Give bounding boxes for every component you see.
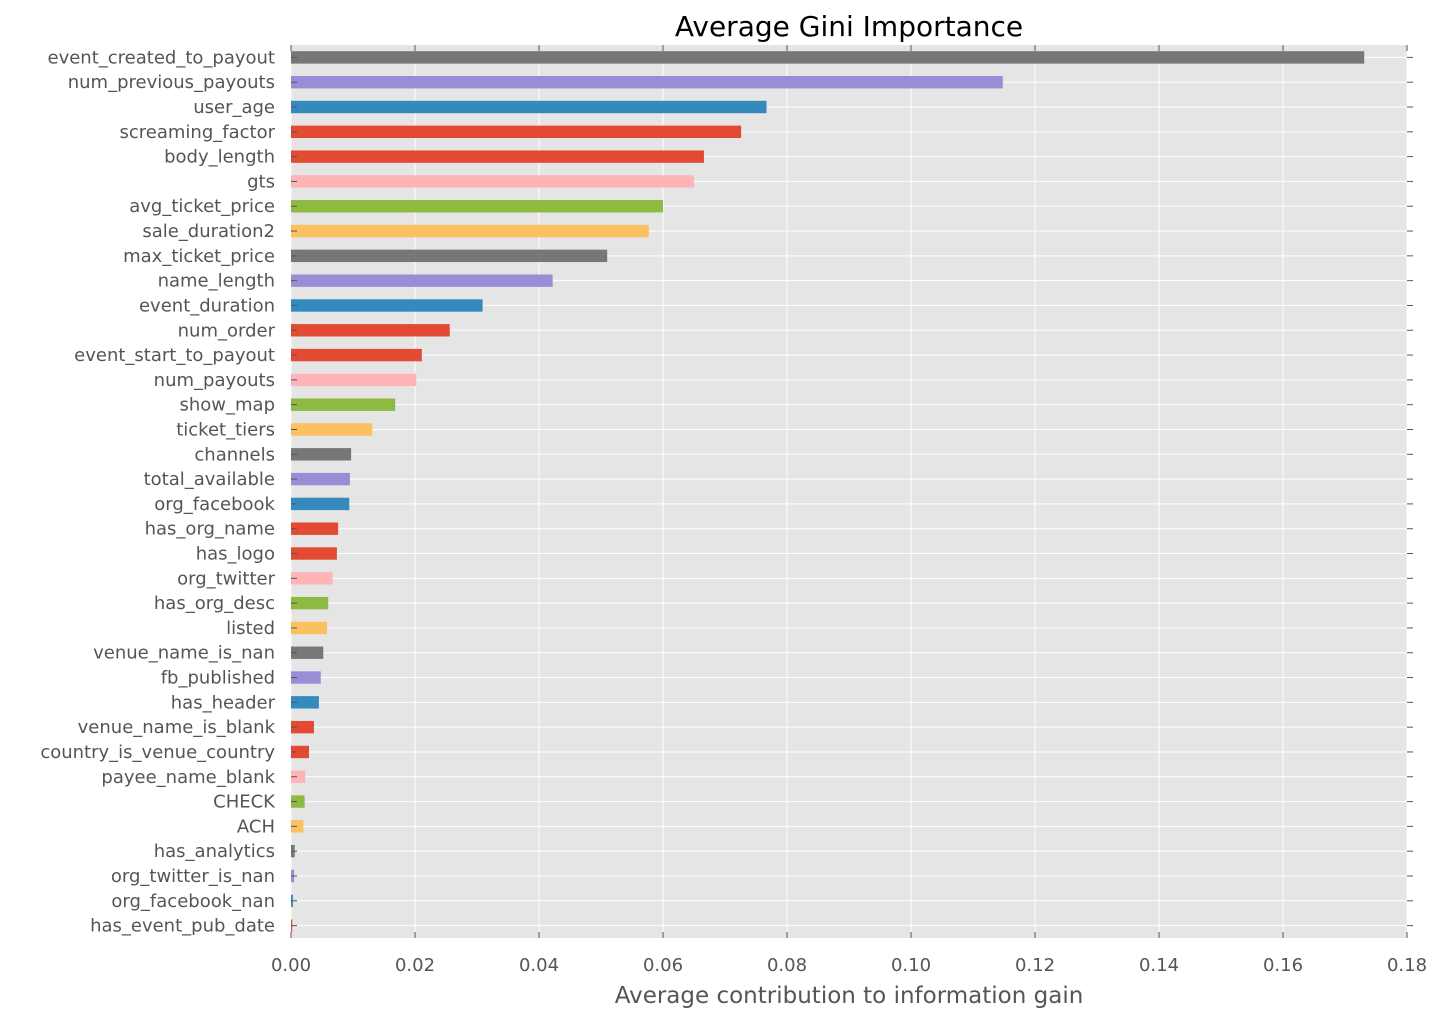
x-tick-label: 0.14 — [1139, 955, 1179, 976]
bar-listed — [291, 621, 327, 635]
y-tick-label: name_length — [158, 271, 275, 292]
x-tick-label: 0.04 — [519, 955, 559, 976]
x-tick-label: 0.06 — [643, 955, 683, 976]
bar-event-start-to-payout — [291, 348, 422, 362]
y-tick-label: sale_duration2 — [142, 221, 275, 242]
x-axis-label: Average contribution to information gain — [615, 983, 1084, 1009]
x-tick-label: 0.18 — [1387, 955, 1427, 976]
bar-channels — [291, 448, 352, 461]
y-tick-label: venue_name_is_nan — [93, 643, 275, 664]
bar-has-header — [291, 696, 319, 709]
y-tick-label: fb_published — [161, 668, 275, 689]
y-tick-label: CHECK — [213, 792, 276, 813]
bar-has-org-desc — [291, 596, 329, 610]
bar-sale-duration2 — [291, 224, 649, 238]
bar-ach — [291, 820, 304, 833]
bar-org-facebook — [291, 497, 350, 511]
y-tick-label: has_org_desc — [154, 593, 275, 614]
bar-gts — [291, 175, 694, 188]
y-tick-label: has_event_pub_date — [90, 916, 275, 937]
bar-total-available — [291, 472, 350, 486]
y-tick-label: country_is_venue_country — [40, 742, 275, 763]
x-tick-label: 0.12 — [1015, 955, 1055, 976]
x-tick-label: 0.10 — [891, 955, 931, 976]
y-tick-label: venue_name_is_blank — [78, 717, 276, 738]
bar-screaming-factor — [291, 125, 742, 139]
y-tick-label: payee_name_blank — [101, 767, 275, 788]
x-tick-label: 0.00 — [271, 955, 311, 976]
y-tick-label: org_facebook — [154, 494, 275, 515]
bar-fb-published — [291, 671, 321, 684]
y-tick-label: listed — [226, 618, 275, 639]
y-tick-label: ticket_tiers — [176, 419, 275, 440]
y-tick-label: has_logo — [196, 544, 275, 565]
y-tick-label: user_age — [193, 97, 275, 118]
bar-event-duration — [291, 299, 483, 312]
y-tick-label: event_start_to_payout — [74, 345, 275, 366]
bar-venue-name-is-nan — [291, 646, 324, 659]
y-tick-label: max_ticket_price — [123, 246, 275, 267]
bar-num-payouts — [291, 373, 417, 387]
y-tick-label: org_facebook_nan — [111, 891, 275, 912]
bar-org-twitter — [291, 572, 333, 585]
y-tick-label: body_length — [164, 147, 275, 168]
bar-payee-name-blank — [291, 770, 306, 783]
y-tick-label: has_org_name — [145, 519, 275, 540]
y-tick-label: event_created_to_payout — [48, 47, 276, 68]
chart-title: Average Gini Importance — [675, 10, 1023, 43]
y-tick-label: num_order — [178, 320, 276, 341]
y-tick-label: total_available — [144, 469, 275, 490]
y-tick-label: screaming_factor — [120, 122, 276, 143]
bar-venue-name-is-blank — [291, 720, 314, 734]
y-tick-label: event_duration — [139, 295, 275, 316]
bar-check — [291, 795, 305, 808]
y-tick-label: has_header — [171, 692, 276, 713]
y-tick-label: num_payouts — [154, 370, 275, 391]
bar-ticket-tiers — [291, 423, 373, 436]
bar-country-is-venue-country — [291, 745, 309, 759]
bar-num-order — [291, 324, 450, 337]
x-tick-label: 0.08 — [767, 955, 807, 976]
bar-event-created-to-payout — [291, 51, 1365, 64]
bar-body-length — [291, 150, 704, 163]
bar-has-logo — [291, 547, 337, 560]
x-tick-label: 0.16 — [1263, 955, 1303, 976]
bar-show-map — [291, 398, 396, 411]
y-tick-label: org_twitter — [177, 568, 275, 589]
x-tick-label: 0.02 — [395, 955, 435, 976]
bar-has-org-name — [291, 522, 339, 535]
y-tick-label: org_twitter_is_nan — [111, 866, 275, 887]
bar-name-length — [291, 274, 553, 287]
y-tick-label: gts — [247, 171, 275, 192]
bar-max-ticket-price — [291, 249, 608, 263]
bar-avg-ticket-price — [291, 200, 663, 213]
y-tick-label: avg_ticket_price — [129, 196, 275, 217]
bar-num-previous-payouts — [291, 76, 1003, 89]
y-tick-label: show_map — [179, 395, 275, 416]
y-tick-label: channels — [194, 444, 275, 465]
bar-user-age — [291, 100, 767, 114]
y-tick-label: num_previous_payouts — [68, 72, 275, 93]
y-tick-label: has_analytics — [154, 841, 275, 862]
plot-area — [291, 45, 1407, 938]
y-tick-label: ACH — [237, 816, 275, 837]
